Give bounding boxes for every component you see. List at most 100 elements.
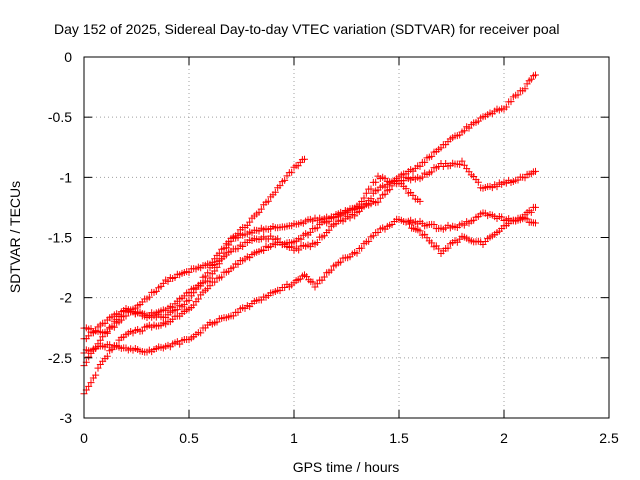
data-point	[532, 203, 539, 211]
data-point	[325, 226, 333, 234]
data-point	[521, 85, 529, 93]
x-tick-label: 2	[500, 430, 508, 446]
data-point	[192, 285, 200, 293]
data-point	[421, 158, 429, 166]
data-point	[381, 190, 389, 198]
data-point	[444, 244, 452, 252]
data-point	[92, 327, 100, 335]
y-tick-label: -3	[60, 410, 73, 426]
data-point	[532, 219, 539, 227]
x-tick-label: 1	[290, 430, 298, 446]
data-point	[365, 237, 373, 245]
data-point	[372, 178, 380, 186]
axis-ticks: 0 0.5 1 1.5 2 2.5 0 -0.5 -1 -1.5 -2 -2.5 -3	[48, 49, 619, 446]
data-point	[206, 274, 214, 282]
data-series	[80, 71, 539, 398]
data-point	[204, 269, 212, 277]
data-point	[313, 239, 321, 247]
data-point	[185, 268, 193, 276]
data-point	[386, 186, 394, 194]
data-point	[435, 245, 443, 253]
data-point	[145, 293, 153, 301]
y-tick-label: -1.5	[48, 230, 72, 246]
data-point	[211, 267, 219, 275]
data-point	[239, 242, 247, 250]
data-point	[367, 185, 375, 193]
data-point	[260, 247, 268, 255]
y-tick-label: -1	[60, 169, 73, 185]
data-point	[108, 346, 116, 354]
data-point	[527, 208, 535, 216]
data-point	[87, 379, 95, 387]
x-tick-label: 0	[80, 430, 88, 446]
data-point	[327, 266, 335, 274]
data-point	[103, 328, 111, 336]
x-tick-label: 0.5	[179, 430, 199, 446]
data-point	[85, 382, 93, 390]
x-tick-label: 2.5	[599, 430, 619, 446]
data-point	[406, 220, 413, 228]
y-tick-label: 0	[64, 49, 72, 65]
x-axis-label: GPS time / hours	[293, 459, 400, 475]
data-point	[271, 188, 279, 196]
y-tick-label: -0.5	[48, 109, 72, 125]
data-point	[264, 197, 272, 205]
data-series	[80, 209, 539, 357]
data-point	[507, 98, 515, 106]
data-point	[353, 249, 361, 257]
data-point	[416, 197, 424, 205]
data-point	[164, 277, 172, 285]
data-point	[113, 342, 121, 350]
data-point	[514, 91, 522, 99]
data-point	[295, 246, 303, 254]
data-point	[301, 155, 308, 163]
y-axis-label: SDTVAR / TECUs	[7, 181, 23, 293]
data-point	[234, 260, 242, 268]
data-point	[306, 228, 314, 236]
data-point	[218, 273, 226, 281]
data-point	[152, 287, 160, 295]
data-point	[85, 353, 93, 361]
data-point	[428, 239, 436, 247]
data-series	[80, 157, 539, 343]
data-point	[85, 332, 93, 340]
data-point	[94, 364, 102, 372]
data-point	[374, 229, 382, 237]
data-point	[358, 198, 366, 206]
data-point	[234, 308, 242, 316]
data-point	[532, 71, 539, 79]
data-point	[430, 220, 438, 228]
data-point	[281, 176, 289, 184]
data-point	[418, 173, 426, 181]
data-point	[474, 178, 482, 186]
data-point	[257, 205, 265, 213]
data-point	[92, 371, 100, 379]
data-point	[194, 295, 202, 303]
data-point	[532, 167, 539, 175]
y-tick-label: -2.5	[48, 350, 72, 366]
data-point	[409, 191, 417, 199]
plot-frame	[83, 56, 610, 419]
data-point	[416, 227, 424, 235]
data-point	[460, 127, 468, 135]
data-point	[320, 273, 328, 281]
data-point	[197, 279, 205, 287]
data-point	[388, 182, 396, 190]
data-point	[108, 322, 116, 330]
data-point	[173, 306, 181, 314]
data-point	[502, 103, 510, 111]
data-point	[358, 244, 366, 252]
data-series	[406, 203, 539, 257]
data-point	[211, 278, 219, 286]
grid-lines	[84, 57, 609, 418]
data-point	[297, 235, 305, 243]
data-point	[103, 352, 111, 360]
data-point	[362, 189, 370, 197]
data-point	[225, 241, 233, 249]
data-point	[206, 282, 214, 290]
data-point	[527, 75, 535, 83]
data-point	[416, 162, 424, 170]
data-point	[351, 212, 359, 220]
data-point	[309, 278, 317, 286]
